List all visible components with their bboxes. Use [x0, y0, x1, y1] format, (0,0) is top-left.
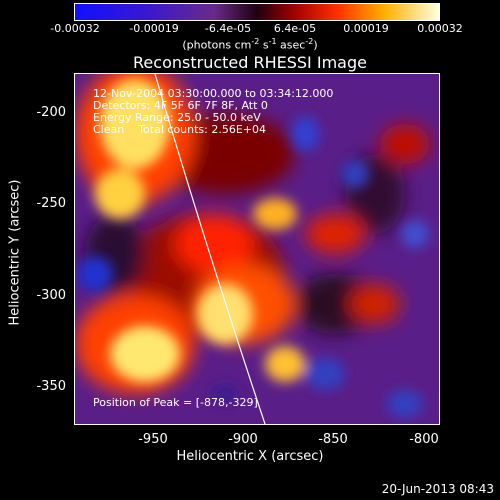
- y-tick-label: -300: [36, 288, 66, 303]
- y-tick-label: -200: [36, 105, 66, 120]
- solar-limb-line: [154, 74, 266, 424]
- colorbar-tick-label: 6.4e-05: [273, 22, 317, 35]
- footer-date: 20-Jun-2013 08:43: [381, 482, 494, 496]
- y-tick-label: -250: [36, 196, 66, 211]
- image-canvas: [75, 74, 439, 424]
- x-tick-label: -900: [228, 432, 258, 447]
- plot-title: Reconstructed RHESSI Image: [133, 53, 367, 72]
- colorbar-gradient: [75, 4, 439, 20]
- rhessi-image: [74, 73, 440, 425]
- colorbar-tick-label: -6.4e-05: [204, 22, 252, 35]
- colorbar: [74, 3, 440, 21]
- x-axis-label: Heliocentric X (arcsec): [176, 449, 324, 464]
- annotation-counts: Clean Total counts: 2.56E+04: [93, 123, 267, 136]
- colorbar-tick-label: -0.00032: [50, 22, 100, 35]
- annotation-energy-range: Energy Range: 25.0 - 50.0 keV: [93, 111, 261, 124]
- colorbar-tick-label: 0.00019: [343, 22, 389, 35]
- x-tick-label: -800: [409, 432, 439, 447]
- colorbar-tick-label: 0.00032: [417, 22, 463, 35]
- annotation-peak-position: Position of Peak = [-878,-329]: [93, 396, 258, 409]
- y-axis-label: Heliocentric Y (arcsec): [7, 179, 23, 326]
- colorbar-tick-label: -0.00019: [129, 22, 179, 35]
- x-tick-label: -850: [318, 432, 348, 447]
- annotation-detectors: Detectors: 4F 5F 6F 7F 8F, Att 0: [93, 99, 268, 112]
- colorbar-units: (photons cm-2 s-1 asec-2): [182, 37, 318, 52]
- y-tick-label: -350: [36, 379, 66, 394]
- annotation-time-range: 12-Nov-2004 03:30:00.000 to 03:34:12.000: [93, 87, 334, 100]
- x-tick-label: -950: [138, 432, 168, 447]
